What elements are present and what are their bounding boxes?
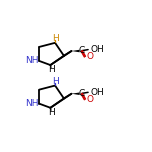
Text: H: H	[48, 65, 55, 74]
Text: NH: NH	[26, 99, 39, 108]
Text: NH: NH	[26, 56, 39, 66]
Polygon shape	[71, 50, 80, 52]
Text: O: O	[86, 52, 93, 61]
Text: H: H	[48, 108, 55, 117]
Text: H: H	[52, 34, 59, 43]
Text: OH: OH	[90, 45, 104, 54]
Text: C: C	[79, 89, 85, 98]
Polygon shape	[71, 92, 80, 95]
Text: O: O	[86, 95, 93, 104]
Text: OH: OH	[90, 88, 104, 97]
Text: C: C	[79, 46, 85, 55]
Text: H: H	[52, 77, 59, 86]
